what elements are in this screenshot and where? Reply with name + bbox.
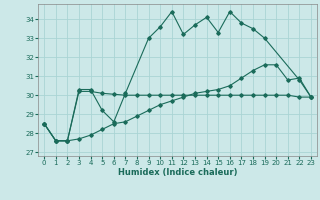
X-axis label: Humidex (Indice chaleur): Humidex (Indice chaleur) xyxy=(118,168,237,177)
